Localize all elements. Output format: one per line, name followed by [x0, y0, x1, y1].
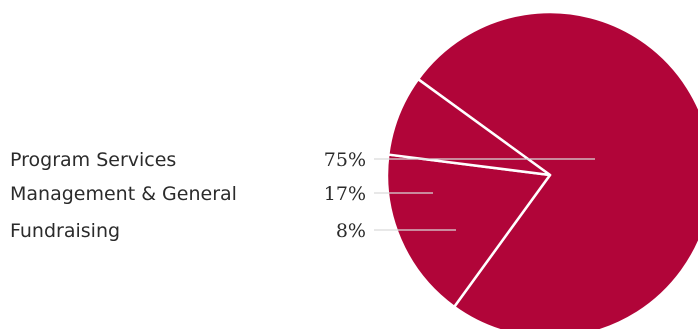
legend-label-management-general: Management & General: [10, 183, 237, 205]
value-label-management-general: 17%: [324, 183, 366, 205]
legend-label-program-services: Program Services: [10, 149, 176, 171]
pie-slice-fundraising: [387, 77, 552, 177]
legend-label-fundraising: Fundraising: [10, 220, 120, 242]
value-label-program-services: 75%: [324, 149, 366, 171]
value-label-fundraising: 8%: [336, 220, 366, 242]
leader-lines: [374, 158, 595, 231]
legend-labels: Program Services 75% Management & General 1…: [10, 149, 366, 242]
pie-slice-program-services: [416, 10, 698, 329]
pie-slices: [385, 10, 698, 329]
